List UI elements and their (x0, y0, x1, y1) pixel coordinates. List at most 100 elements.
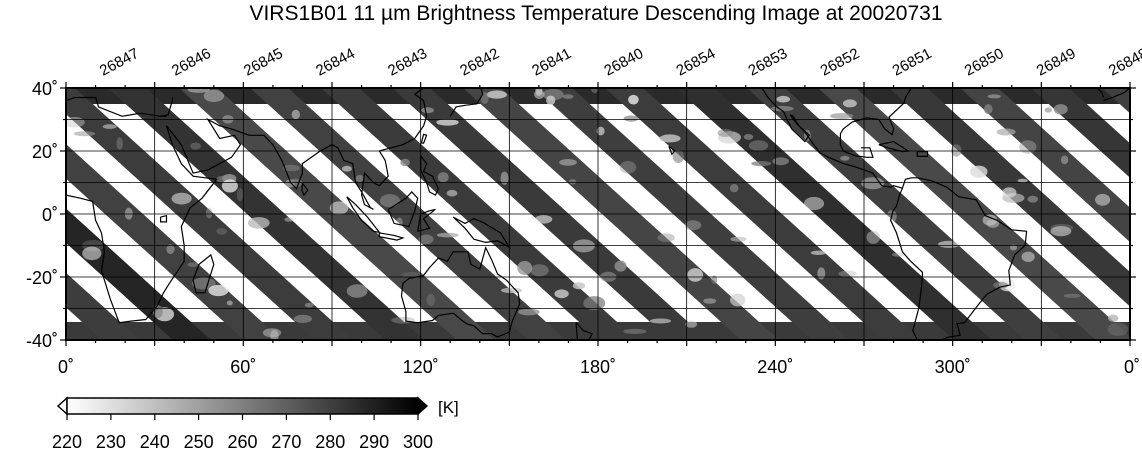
cloud-patch (583, 296, 606, 311)
lon-label: 120˚ (403, 357, 439, 377)
map-gridlines (66, 88, 1130, 340)
cloud-patch (993, 281, 1009, 289)
colorbar-label: 250 (184, 432, 214, 452)
cloud-patch (572, 282, 586, 290)
cloud-patch (187, 262, 198, 267)
orbit-labels: 26847 26846 26845 26844 26843 26842 26841 26840… (97, 45, 1142, 80)
cloud-patch (346, 284, 368, 298)
orbit-number-label: 26842 (457, 45, 502, 80)
cloud-patch (15, 231, 34, 238)
cloud-patch (446, 189, 458, 197)
coastline-segment (420, 155, 440, 196)
cloud-patch (1044, 107, 1053, 113)
cloud-patch (1010, 244, 1017, 251)
figure-title: VIRS1B01 11 µm Brightness Temperature De… (249, 2, 942, 25)
coastline-segment (1103, 88, 1130, 102)
cloud-patch (672, 150, 684, 163)
cloud-patch (293, 314, 312, 323)
cloud-patch (1027, 195, 1039, 203)
cloud-patch (657, 233, 675, 243)
cloud-patch (226, 300, 233, 306)
colorbar-labels: 220 230 240 250 260 270 280 290 300 (52, 432, 433, 452)
colorbar-label: 260 (227, 432, 257, 452)
cloud-patch (803, 196, 825, 211)
cloud-patch (1053, 104, 1068, 115)
map-ticks (60, 82, 1136, 346)
colorbar-unit: [K] (438, 398, 459, 417)
cloud-patch (623, 115, 639, 122)
coastline-segment (387, 191, 419, 228)
lon-label: 0˚ (1124, 357, 1140, 377)
colorbar-label: 220 (52, 432, 82, 452)
cloud-patch (1017, 178, 1028, 183)
cloud-patch (102, 124, 117, 129)
colorbar-ticks (66, 414, 419, 420)
coastline-segment (192, 253, 215, 294)
orbit-number-label: 26841 (529, 45, 574, 80)
swath-strip (66, 272, 140, 340)
cloud-patch (1107, 322, 1129, 336)
cloud-patch (7, 241, 18, 245)
lat-label: 20˚ (32, 142, 58, 162)
cloud-patch (1002, 187, 1017, 198)
cloud-patch (82, 246, 102, 261)
coastlines (66, 88, 1130, 350)
orbit-number-label: 26840 (601, 45, 646, 80)
colorbar-label: 280 (315, 432, 345, 452)
cloud-patch (1050, 226, 1072, 237)
colorbar-label: 300 (403, 432, 433, 452)
cloud-patch (729, 184, 739, 193)
cloud-patch (1108, 314, 1119, 322)
cloud-patch (73, 131, 96, 137)
cloud-patch (247, 217, 270, 229)
cloud-patch (486, 90, 507, 99)
cloud-patch (1132, 157, 1142, 164)
map-panel (1, 82, 1142, 350)
cloud-patch (1063, 293, 1081, 298)
colorbar-label: 230 (96, 432, 126, 452)
coastline-segment (449, 88, 484, 117)
cloud-patch (829, 113, 854, 119)
coastline-segment (378, 232, 405, 241)
cloud-patch (534, 215, 553, 224)
lon-label: 300˚ (935, 357, 971, 377)
swath-strip (960, 88, 1130, 243)
cloud-patch (341, 165, 352, 172)
cloud-patch (480, 92, 489, 104)
cloud-patch (810, 250, 827, 255)
orbit-number-label: 26848 (1106, 45, 1142, 80)
cloud-patch (400, 158, 410, 167)
orbit-number-label: 26850 (962, 45, 1007, 80)
coastline-segment (878, 140, 911, 153)
longitude-labels: 0˚ 60˚ 120˚ 180˚ 240˚ 300˚ 0˚ (58, 357, 1140, 377)
cloud-patch (291, 109, 300, 120)
cloud-patch (500, 171, 509, 185)
cloud-patch (166, 244, 175, 255)
cloud-patch (329, 201, 349, 215)
cloud-patch (517, 261, 533, 275)
cloud-patch (216, 228, 228, 235)
cloud-patch (891, 252, 906, 257)
cloud-patch (559, 159, 577, 166)
cloud-patch (190, 142, 202, 150)
cloud-patch (421, 107, 434, 114)
coastline-segment (160, 97, 173, 117)
cloud-patch (1095, 193, 1111, 206)
cloud-patch (418, 234, 434, 245)
coastline-segment (160, 214, 168, 223)
cloud-patch (1019, 140, 1037, 154)
cloud-patch (437, 172, 449, 183)
cloud-patch (987, 94, 1001, 99)
coastline-segment (400, 246, 521, 338)
orbit-number-label: 26847 (97, 45, 142, 80)
cloud-patch (236, 188, 244, 202)
cloud-patch (703, 298, 717, 304)
cloud-patch (208, 284, 229, 297)
cloud-patch (614, 260, 627, 272)
coastline-segment (789, 114, 918, 189)
colorbar-label: 270 (271, 432, 301, 452)
cloud-patch (628, 94, 639, 105)
cloud-patch (1, 168, 10, 172)
coastline-segment (494, 342, 504, 350)
